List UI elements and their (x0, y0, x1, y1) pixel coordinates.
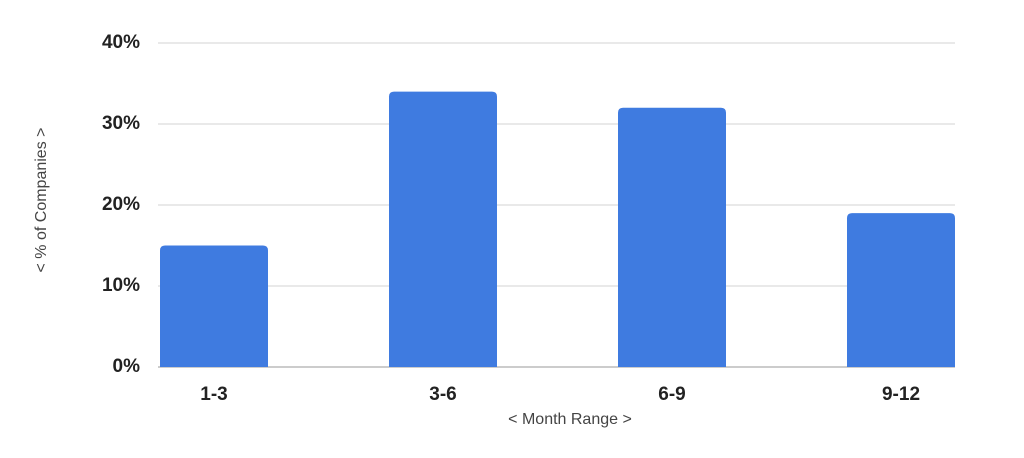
y-tick-label: 0% (113, 356, 141, 377)
bar (160, 245, 268, 367)
x-axis-label: < Month Range > (508, 411, 632, 428)
bar (618, 107, 726, 368)
x-tick-label: 6-9 (658, 384, 685, 405)
y-axis-label: < % of Companies > (33, 128, 50, 273)
bar (847, 213, 955, 367)
y-tick-label: 30% (102, 113, 140, 134)
x-tick-label: 1-3 (200, 384, 227, 405)
bar (389, 91, 497, 367)
y-tick-label: 20% (102, 194, 140, 215)
y-tick-label: 40% (102, 32, 140, 53)
y-tick-label: 10% (102, 275, 140, 296)
x-tick-label: 9-12 (882, 384, 920, 405)
x-tick-label: 3-6 (429, 384, 456, 405)
